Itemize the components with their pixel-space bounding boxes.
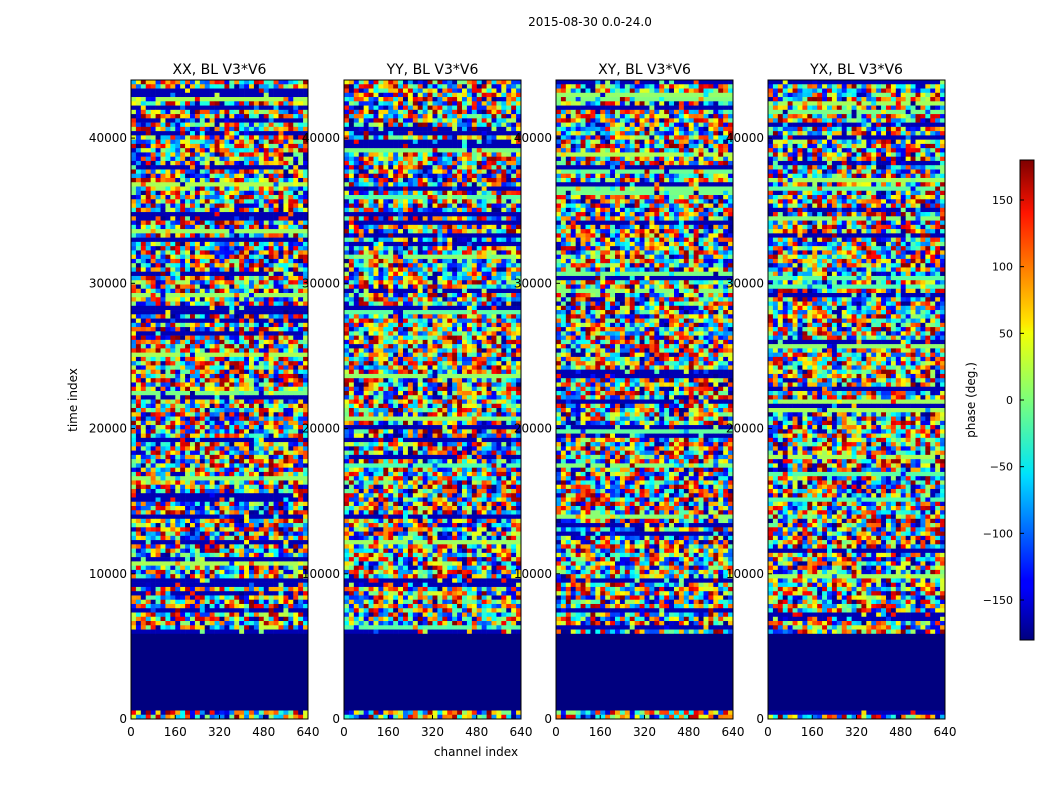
panel-title: YX, BL V3*V6 [809, 62, 903, 78]
x-tick-label: 0 [340, 725, 348, 739]
colorbar-tick-label: 0 [1006, 394, 1013, 407]
panels: XX, BL V3*V6 0 160 320 480 640 0 10000 20000 3000… [89, 62, 957, 739]
panel-heatmap [344, 80, 522, 720]
panel-2: YY, BL V3*V6 0 160 320 480 640 0 10000 20000 3000… [302, 62, 533, 739]
panel-title: XY, BL V3*V6 [598, 62, 691, 78]
y-tick-label: 40000 [302, 131, 340, 145]
x-tick-label: 640 [510, 725, 533, 739]
x-tick-label: 0 [552, 725, 560, 739]
x-tick-label: 160 [589, 725, 612, 739]
x-tick-label: 640 [934, 725, 957, 739]
y-tick-label: 40000 [514, 131, 552, 145]
colorbar-ticks: −150 −100 −50 0 50 100 150 [983, 194, 1024, 607]
y-tick-label: 40000 [726, 131, 764, 145]
y-tick-label: 10000 [302, 567, 340, 581]
y-tick-label: 10000 [726, 567, 764, 581]
x-tick-label: 320 [208, 725, 231, 739]
x-tick-label: 480 [677, 725, 700, 739]
panel-title: XX, BL V3*V6 [173, 62, 267, 78]
x-tick-label: 160 [164, 725, 187, 739]
y-tick-label: 0 [544, 712, 552, 726]
panel-title: YY, BL V3*V6 [386, 62, 479, 78]
x-tick-label: 160 [377, 725, 400, 739]
x-tick-label: 480 [465, 725, 488, 739]
x-tick-label: 480 [889, 725, 912, 739]
colorbar-tick-label: −100 [983, 527, 1013, 540]
panel-heatmap [131, 80, 309, 720]
flagged-block [556, 634, 733, 711]
y-tick-label: 20000 [514, 422, 552, 436]
x-tick-label: 320 [421, 725, 444, 739]
colorbar-tick-label: −150 [983, 594, 1013, 607]
x-tick-label: 160 [801, 725, 824, 739]
panel-heatmap [556, 80, 734, 720]
y-tick-label: 30000 [514, 276, 552, 290]
flagged-block [131, 634, 308, 711]
x-tick-label: 320 [633, 725, 656, 739]
y-tick-label: 10000 [89, 567, 127, 581]
y-tick-label: 20000 [726, 422, 764, 436]
x-tick-label: 320 [845, 725, 868, 739]
y-tick-label: 30000 [726, 276, 764, 290]
y-tick-label: 0 [756, 712, 764, 726]
panel-1: XX, BL V3*V6 0 160 320 480 640 0 10000 20000 3000… [89, 62, 320, 739]
colorbar: −150 −100 −50 0 50 100 150 phase (deg.) [964, 159, 1035, 641]
colorbar-tick-label: 100 [992, 261, 1013, 274]
y-tick-label: 20000 [302, 422, 340, 436]
colorbar-tick-label: −50 [990, 461, 1013, 474]
colorbar-label: phase (deg.) [964, 362, 978, 438]
y-tick-label: 0 [332, 712, 340, 726]
x-tick-label: 0 [764, 725, 772, 739]
x-tick-label: 0 [127, 725, 135, 739]
y-tick-label: 30000 [89, 276, 127, 290]
y-tick-label: 30000 [302, 276, 340, 290]
panel-heatmap [768, 80, 946, 720]
y-tick-label: 10000 [514, 567, 552, 581]
y-tick-label: 20000 [89, 422, 127, 436]
panel-3: XY, BL V3*V6 0 160 320 480 640 0 10000 20000 3000… [514, 62, 745, 739]
flagged-block [768, 634, 945, 711]
y-axis-label: time index [66, 368, 80, 432]
x-tick-label: 640 [297, 725, 320, 739]
figure-title: 2015-08-30 0.0-24.0 [528, 15, 652, 29]
x-tick-label: 480 [252, 725, 275, 739]
y-tick-label: 40000 [89, 131, 127, 145]
x-tick-label: 640 [722, 725, 745, 739]
x-axis-label: channel index [434, 745, 518, 759]
flagged-block [344, 634, 521, 711]
y-tick-label: 0 [119, 712, 127, 726]
colorbar-tick-label: 50 [999, 327, 1013, 340]
panel-4: YX, BL V3*V6 0 160 320 480 640 0 10000 20000 3000… [726, 62, 957, 739]
colorbar-tick-label: 150 [992, 194, 1013, 207]
